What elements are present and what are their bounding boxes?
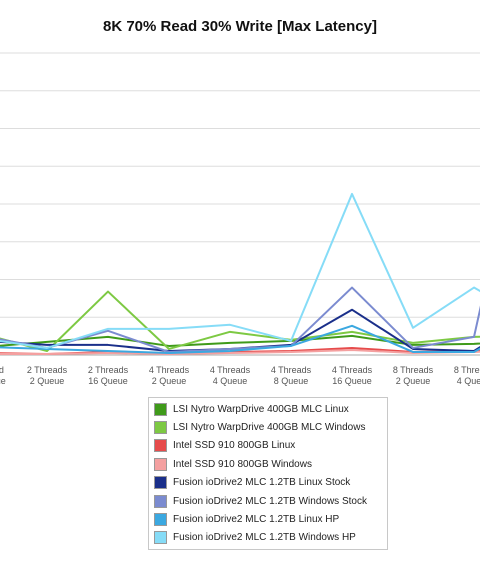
x-tick-label: 16 Queue: [88, 376, 128, 386]
legend-label: Fusion ioDrive2 MLC 1.2TB Windows HP: [173, 532, 356, 544]
x-tick-label: 4 Threads: [210, 365, 251, 375]
gridlines: [0, 52, 480, 356]
legend-label: Intel SSD 910 800GB Windows: [173, 458, 312, 470]
legend-swatch: [154, 531, 167, 545]
x-tick-label: 16 Queue: [332, 376, 372, 386]
x-tick-label: 1 Thread: [0, 365, 4, 375]
legend-item: Fusion ioDrive2 MLC 1.2TB Linux HP: [149, 510, 387, 528]
legend-label: Fusion ioDrive2 MLC 1.2TB Windows Stock: [173, 495, 367, 507]
legend-swatch: [154, 439, 167, 453]
legend-swatch: [154, 457, 167, 471]
x-tick-label: 4 Threads: [149, 365, 190, 375]
legend-swatch: [154, 494, 167, 508]
legend-item: LSI Nytro WarpDrive 400GB MLC Linux: [149, 400, 387, 418]
x-tick-label: 2 Queue: [30, 376, 65, 386]
series-line-0: [0, 334, 480, 347]
x-tick-label: 16 Queue: [0, 376, 6, 386]
legend-swatch: [154, 421, 167, 435]
series-line-3: [0, 348, 480, 355]
legend-label: Intel SSD 910 800GB Linux: [173, 440, 296, 452]
x-tick-label: 8 Queue: [274, 376, 309, 386]
x-tick-label: 4 Queue: [457, 376, 480, 386]
series-line-4: [0, 308, 480, 352]
x-tick-label: 2 Queue: [152, 376, 187, 386]
legend-item: Fusion ioDrive2 MLC 1.2TB Windows HP: [149, 529, 387, 547]
series-line-5: [0, 286, 480, 353]
legend-label: Fusion ioDrive2 MLC 1.2TB Linux Stock: [173, 477, 351, 489]
legend-item: Intel SSD 910 800GB Windows: [149, 455, 387, 473]
series-line-6: [0, 324, 480, 354]
legend-item: Fusion ioDrive2 MLC 1.2TB Linux Stock: [149, 474, 387, 492]
legend-item: Fusion ioDrive2 MLC 1.2TB Windows Stock: [149, 492, 387, 510]
legend-swatch: [154, 476, 167, 490]
legend-label: LSI Nytro WarpDrive 400GB MLC Windows: [173, 422, 366, 434]
x-tick-label: 2 Threads: [88, 365, 129, 375]
x-tick-label: 4 Threads: [271, 365, 312, 375]
x-tick-label: 4 Queue: [213, 376, 248, 386]
chart-title: 8K 70% Read 30% Write [Max Latency]: [103, 18, 377, 35]
x-tick-label: 4 Threads: [332, 365, 373, 375]
legend-swatch: [154, 402, 167, 416]
legend-swatch: [154, 513, 167, 527]
legend-item: Intel SSD 910 800GB Linux: [149, 437, 387, 455]
legend-label: LSI Nytro WarpDrive 400GB MLC Linux: [173, 403, 349, 415]
series-lines: [0, 192, 480, 355]
x-tick-label: 8 Threads: [454, 365, 480, 375]
series-line-7: [0, 192, 480, 349]
legend-item: LSI Nytro WarpDrive 400GB MLC Windows: [149, 418, 387, 436]
x-tick-label: 2 Queue: [396, 376, 431, 386]
legend-label: Fusion ioDrive2 MLC 1.2TB Linux HP: [173, 514, 340, 526]
x-tick-label: 2 Threads: [27, 365, 68, 375]
legend: LSI Nytro WarpDrive 400GB MLC Linux LSI N…: [148, 397, 388, 551]
x-tick-label: 8 Threads: [393, 365, 434, 375]
